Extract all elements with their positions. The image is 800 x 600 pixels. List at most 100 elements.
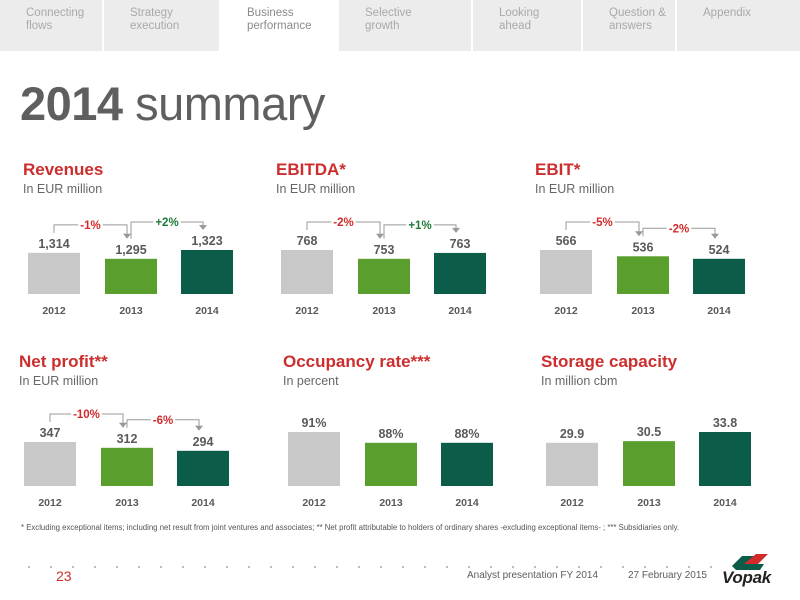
change-label-background [590, 217, 615, 229]
x-tick-label: 2014 [191, 497, 215, 509]
tab-appendix[interactable]: Appendix [677, 0, 800, 51]
change-label: -6% [153, 415, 173, 427]
chart-title: Occupancy rate*** [283, 352, 431, 371]
ebit-bar-chart: 566 2012 536 2013 524 2014 -5% -2% [540, 217, 745, 317]
change-label: -2% [669, 223, 689, 235]
tab-label-line: performance [247, 20, 312, 32]
chart-subtitle: In million cbm [541, 374, 618, 388]
tab-label-line: Question & [609, 7, 666, 19]
tab-business-performance[interactable]: Business performance [221, 0, 339, 51]
value-label: 88% [454, 427, 479, 441]
value-label: 347 [40, 426, 61, 440]
value-label: 524 [709, 243, 730, 257]
tab-label-line: execution [130, 20, 180, 32]
x-tick-label: 2012 [302, 497, 326, 509]
value-label: 753 [374, 243, 395, 257]
tab-selective-growth[interactable]: Selective growth [339, 0, 473, 51]
tab-label-line: growth [365, 20, 400, 32]
chart-title: EBIT* [535, 160, 581, 179]
change-label: +1% [408, 220, 431, 232]
x-tick-label: 2013 [115, 497, 139, 509]
page-title-text: summary [135, 77, 325, 130]
ebit-chart: EBIT* In EUR million 566 2012 536 2013 524 20… [535, 160, 775, 317]
bar-2012 [540, 250, 592, 294]
change-label-background [71, 409, 102, 421]
change-arrow [376, 233, 384, 239]
bar-2014 [693, 258, 745, 294]
x-tick-label: 2012 [560, 497, 584, 509]
vopak-logo: Vopak [722, 552, 796, 592]
bar-2014 [699, 432, 751, 486]
tab-strategy-execution[interactable]: Strategy execution [104, 0, 221, 51]
tab-label-line: ahead [499, 20, 531, 32]
chart-title: Storage capacity [541, 352, 678, 371]
tab-label-line: Connecting [26, 7, 85, 19]
bar-2013 [623, 441, 675, 486]
occupancy-rate-chart: Occupancy rate*** In percent 91% 2012 88% 2… [283, 352, 523, 509]
change-arrow [199, 225, 207, 230]
bar-2014 [181, 250, 233, 294]
tab-looking-ahead[interactable]: Looking ahead [473, 0, 583, 51]
x-tick-label: 2013 [119, 305, 143, 317]
x-tick-label: 2014 [448, 305, 472, 317]
x-tick-label: 2013 [379, 497, 403, 509]
revenues-chart: Revenues In EUR million 1,314 2012 1,295 20… [23, 160, 263, 317]
change-arrow [123, 233, 131, 239]
tab-connecting-flows[interactable]: Connecting flows [0, 0, 104, 51]
tab-question-answers[interactable]: Question & answers [583, 0, 677, 51]
change-arrow [195, 425, 203, 431]
chart-subtitle: In EUR million [276, 182, 356, 196]
value-label: 91% [301, 416, 326, 430]
occupancy-rate-bar-chart: 91% 2012 88% 2013 88% 2014 [288, 416, 493, 509]
change-label: -5% [592, 217, 612, 229]
page-title: 2014 summary [20, 76, 325, 132]
chart-subtitle: In percent [283, 374, 339, 388]
value-label: 1,295 [115, 243, 146, 257]
x-tick-label: 2013 [372, 305, 396, 317]
bar-2012 [288, 432, 340, 486]
value-label: 536 [633, 240, 654, 254]
storage-capacity-chart: Storage capacity In million cbm 29.9 2012… [541, 352, 781, 509]
value-label: 88% [378, 427, 403, 441]
tab-label-line: Business [247, 7, 294, 19]
bar-2012 [24, 442, 76, 486]
chart-subtitle: In EUR million [23, 182, 103, 196]
footer-dots [18, 566, 718, 588]
tab-label-line: Appendix [703, 7, 751, 19]
value-label: 294 [193, 435, 214, 449]
page-title-year: 2014 [20, 77, 123, 130]
value-label: 312 [117, 432, 138, 446]
bar-2013 [365, 442, 417, 486]
bar-2012 [28, 252, 80, 294]
x-tick-label: 2014 [195, 305, 219, 317]
change-label: -1% [80, 220, 100, 232]
tab-label-line: answers [609, 20, 652, 32]
bar-2013 [105, 258, 157, 294]
x-tick-label: 2012 [38, 497, 62, 509]
tab-label-line: flows [26, 20, 53, 32]
change-label-background [666, 223, 692, 236]
change-label: -2% [333, 217, 353, 229]
value-label: 30.5 [637, 425, 661, 439]
footnote: * Excluding exceptional items; including… [21, 523, 680, 532]
ebitda-chart: EBITDA* In EUR million 768 2012 753 2013 763… [276, 160, 516, 317]
bar-2012 [281, 250, 333, 294]
change-arrow [711, 233, 719, 239]
change-arrow [635, 231, 643, 237]
x-tick-label: 2013 [637, 497, 661, 509]
bar-2013 [617, 256, 669, 294]
page-number: 23 [52, 568, 76, 584]
bar-2014 [177, 450, 229, 486]
x-tick-label: 2014 [707, 305, 731, 317]
value-label: 1,314 [38, 237, 69, 251]
tab-label-line: Selective [365, 7, 412, 19]
ebitda-bar-chart: 768 2012 753 2013 763 2014 -2% +1% [281, 217, 486, 317]
change-label-background [150, 414, 176, 427]
top-navigation: Connecting flows Strategy execution Busine… [0, 0, 800, 51]
net-profit-chart: Net profit** In EUR million 347 2012 312 20… [19, 352, 259, 509]
storage-capacity-bar-chart: 29.9 2012 30.5 2013 33.8 2014 [546, 416, 751, 509]
change-label-background [406, 219, 434, 232]
vopak-logo-mark [732, 554, 768, 570]
chart-title: Revenues [23, 160, 104, 179]
value-label: 763 [450, 237, 471, 251]
